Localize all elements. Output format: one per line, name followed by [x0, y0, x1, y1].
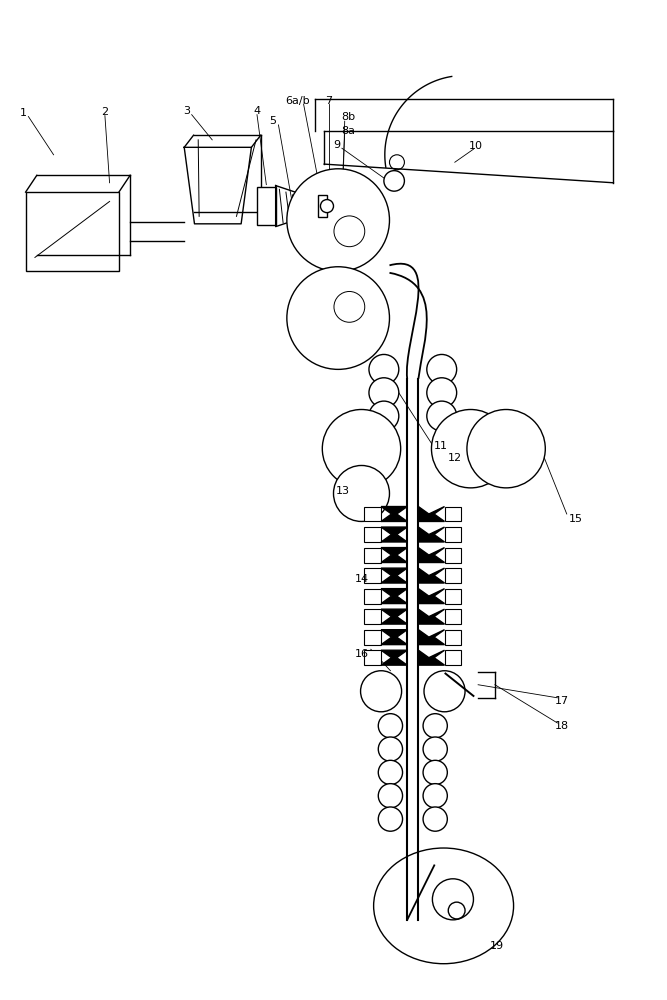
Polygon shape	[418, 548, 444, 563]
Polygon shape	[381, 507, 408, 521]
Bar	[317, 195, 327, 217]
Bar	[257, 187, 275, 225]
Bar	[444, 548, 462, 563]
Text: 1: 1	[20, 108, 27, 118]
Bar	[364, 589, 381, 604]
Circle shape	[432, 409, 510, 488]
Polygon shape	[418, 630, 444, 645]
Bar	[444, 650, 462, 665]
Text: 3: 3	[183, 106, 191, 116]
Circle shape	[378, 760, 403, 785]
Bar	[444, 527, 462, 542]
Circle shape	[334, 465, 390, 521]
Polygon shape	[381, 630, 408, 645]
Polygon shape	[381, 650, 408, 665]
Text: 18: 18	[555, 721, 569, 731]
Circle shape	[427, 354, 457, 384]
Circle shape	[369, 401, 399, 431]
Circle shape	[423, 784, 448, 808]
Circle shape	[423, 714, 448, 738]
Bar	[364, 650, 381, 665]
Polygon shape	[381, 609, 408, 624]
Text: 13: 13	[336, 486, 350, 496]
Polygon shape	[381, 568, 408, 583]
Circle shape	[369, 354, 399, 384]
Circle shape	[427, 378, 457, 408]
Text: 14: 14	[354, 574, 369, 584]
Bar	[364, 568, 381, 583]
Bar	[364, 527, 381, 542]
Text: 19: 19	[490, 941, 504, 951]
Circle shape	[390, 155, 404, 170]
Text: 11: 11	[434, 441, 448, 451]
Polygon shape	[418, 609, 444, 624]
Circle shape	[424, 671, 465, 712]
Circle shape	[423, 737, 448, 761]
Bar	[364, 630, 381, 645]
Text: 9: 9	[334, 140, 341, 150]
Circle shape	[334, 216, 365, 247]
Text: 2: 2	[101, 107, 109, 117]
Circle shape	[448, 902, 465, 919]
Bar	[444, 589, 462, 604]
Polygon shape	[418, 568, 444, 583]
Circle shape	[423, 807, 448, 831]
Text: 4: 4	[253, 106, 261, 116]
Bar	[364, 609, 381, 624]
Text: 7: 7	[325, 96, 332, 106]
Polygon shape	[381, 589, 408, 604]
Text: 6a/b: 6a/b	[285, 96, 310, 106]
Circle shape	[423, 760, 448, 785]
Circle shape	[287, 267, 390, 369]
Ellipse shape	[374, 848, 514, 964]
Circle shape	[361, 671, 402, 712]
Text: 12: 12	[448, 453, 462, 463]
Polygon shape	[418, 650, 444, 665]
Circle shape	[378, 714, 403, 738]
Bar	[364, 507, 381, 521]
Circle shape	[467, 409, 546, 488]
Text: 8a: 8a	[342, 126, 356, 136]
Circle shape	[322, 409, 401, 488]
Bar	[25, 192, 119, 271]
Circle shape	[384, 171, 404, 191]
Circle shape	[378, 807, 403, 831]
Circle shape	[427, 401, 457, 431]
Polygon shape	[381, 548, 408, 563]
Bar	[444, 630, 462, 645]
Text: 17: 17	[555, 696, 569, 706]
Polygon shape	[418, 527, 444, 542]
Circle shape	[334, 291, 365, 322]
Polygon shape	[418, 589, 444, 604]
Text: 10: 10	[470, 141, 484, 151]
Circle shape	[287, 169, 390, 271]
Polygon shape	[418, 507, 444, 521]
Bar	[444, 568, 462, 583]
Text: 16: 16	[354, 649, 368, 659]
Polygon shape	[381, 527, 408, 542]
Circle shape	[369, 378, 399, 408]
Bar	[444, 609, 462, 624]
Text: 8b: 8b	[342, 112, 356, 122]
Text: 5: 5	[269, 116, 276, 126]
Circle shape	[378, 737, 403, 761]
Circle shape	[378, 784, 403, 808]
Text: 15: 15	[569, 514, 583, 524]
Bar	[364, 548, 381, 563]
Bar	[444, 507, 462, 521]
Circle shape	[432, 879, 474, 920]
Circle shape	[320, 200, 334, 213]
